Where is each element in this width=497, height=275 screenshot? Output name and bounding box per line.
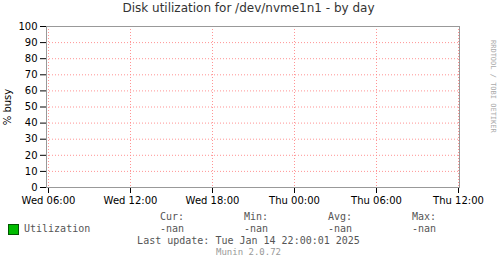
html-text:Max:: Max: [412,211,436,222]
svg-text:30: 30 [25,133,38,144]
svg-text:20: 20 [25,150,38,161]
html-text:-nan: -nan [160,223,184,234]
html-text:-nan: -nan [412,223,436,234]
svg-text:Wed 18:00: Wed 18:00 [186,195,240,206]
html-text:Min:: Min: [244,211,268,222]
svg-text:50: 50 [25,101,38,112]
svg-text:Thu 00:00: Thu 00:00 [268,195,320,206]
html-text:-nan: -nan [244,223,268,234]
svg-text:60: 60 [25,85,38,96]
html-text:Last update: Tue Jan 14 22:00:: Last update: Tue Jan 14 22:00:01 2025 [137,235,360,246]
html-text:Utilization: Utilization [24,223,91,234]
svg-text:70: 70 [25,69,38,80]
svg-text:% busy: % busy [2,89,13,126]
html-text:-nan: -nan [328,223,352,234]
svg-text:Wed 12:00: Wed 12:00 [104,195,158,206]
svg-text:90: 90 [25,37,38,48]
svg-text:Thu 12:00: Thu 12:00 [432,195,484,206]
html-text:RRDTOOL / TOBI OETIKER: RRDTOOL / TOBI OETIKER [489,40,497,133]
svg-text:10: 10 [25,166,38,177]
svg-text:Wed 06:00: Wed 06:00 [22,195,76,206]
svg-text:0: 0 [31,182,37,193]
html-text:Disk utilization for /dev/nvme: Disk utilization for /dev/nvme1n1 - by d… [122,1,375,15]
html-text:Cur:: Cur: [160,211,184,222]
svg-text:100: 100 [18,21,37,32]
svg-text:40: 40 [25,117,38,128]
html-text:Avg:: Avg: [328,211,352,222]
html-text:Munin 2.0.72: Munin 2.0.72 [216,247,281,257]
svg-text:80: 80 [25,53,38,64]
svg-text:Thu 06:00: Thu 06:00 [350,195,402,206]
